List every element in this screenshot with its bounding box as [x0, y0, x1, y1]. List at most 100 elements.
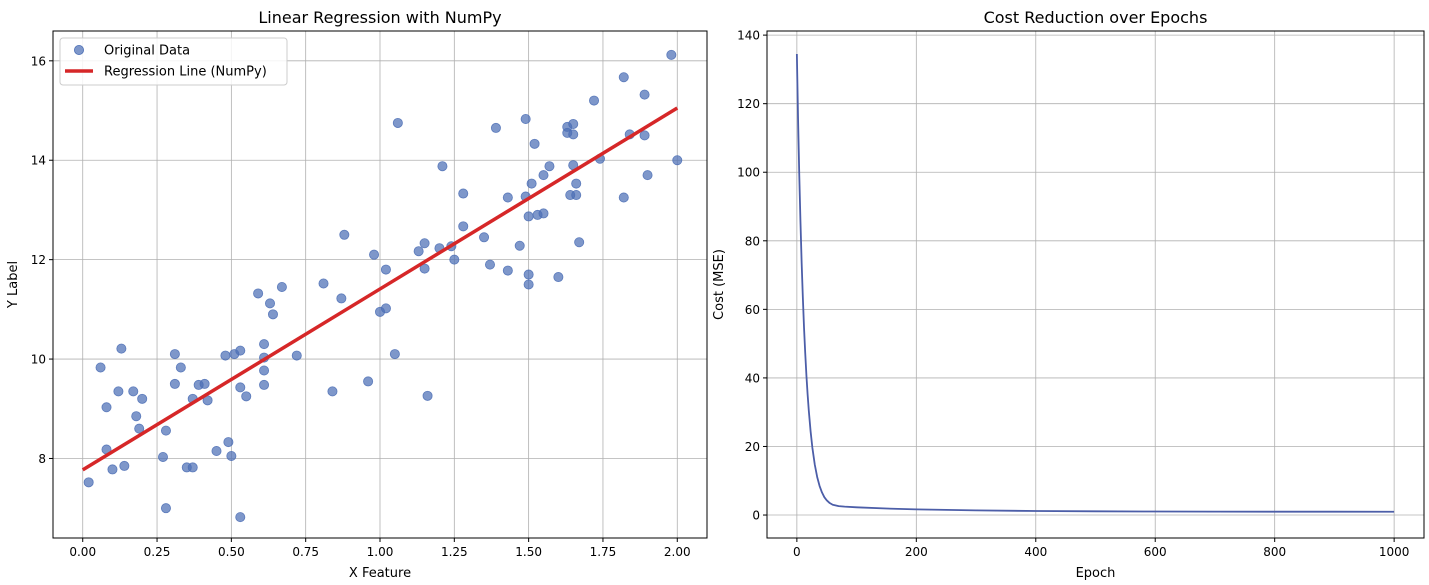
data-point: [449, 254, 460, 265]
data-point: [267, 309, 278, 320]
x-axis-label: Epoch: [1076, 566, 1116, 581]
y-tick-label: 120: [737, 97, 760, 111]
data-point: [538, 208, 549, 219]
data-point: [639, 89, 650, 100]
data-point: [101, 402, 112, 413]
data-point: [318, 278, 329, 289]
x-tick-label: 0.00: [69, 545, 96, 559]
data-point: [639, 130, 650, 141]
data-point: [666, 49, 677, 60]
data-point: [419, 238, 430, 249]
data-point: [169, 378, 180, 389]
y-tick-label: 16: [31, 54, 46, 68]
x-tick-label: 800: [1263, 545, 1286, 559]
x-tick-label: 0: [793, 545, 801, 559]
data-point: [490, 122, 501, 133]
legend-label-original-data: Original Data: [104, 44, 190, 59]
x-tick-label: 2.00: [664, 545, 691, 559]
y-tick-label: 12: [31, 253, 46, 267]
y-axis-label: Y Label: [6, 261, 21, 309]
data-point: [259, 339, 270, 350]
cost-chart: 0 200 400 600 800 1000 0 20 40 60 80 100 120 140 Cost …: [712, 8, 1425, 581]
data-point: [223, 437, 234, 448]
x-tick-label: 1000: [1379, 545, 1410, 559]
regression-chart: 0.00 0.25 0.50 0.75 1.00 1.25 1.50 1.75 2.00 8 10 1…: [6, 8, 708, 581]
data-point: [520, 113, 531, 124]
data-point: [253, 288, 264, 299]
legend-box: [59, 37, 288, 86]
data-point: [259, 365, 270, 376]
data-point: [265, 298, 276, 309]
chart-title: Cost Reduction over Epochs: [984, 8, 1208, 27]
data-point: [568, 129, 579, 140]
data-point: [618, 192, 629, 203]
data-point: [419, 263, 430, 274]
data-point: [137, 393, 148, 404]
data-point: [479, 232, 490, 243]
y-tick-label: 0: [752, 509, 760, 523]
data-point: [380, 264, 391, 275]
x-tick-label: 200: [905, 545, 928, 559]
data-point: [157, 451, 168, 462]
data-point: [574, 237, 585, 248]
data-point: [187, 462, 198, 473]
data-point: [160, 425, 171, 436]
data-point: [327, 386, 338, 397]
x-tick-label: 1.25: [441, 545, 468, 559]
data-point: [119, 460, 130, 471]
data-point: [369, 249, 380, 260]
data-point: [571, 190, 582, 201]
data-point: [113, 386, 124, 397]
y-tick-label: 20: [745, 440, 760, 454]
y-axis-label: Cost (MSE): [712, 249, 727, 320]
data-point: [484, 259, 495, 270]
data-point: [458, 188, 469, 199]
data-point: [134, 423, 145, 434]
data-point: [392, 117, 403, 128]
y-tick-label: 100: [737, 166, 760, 180]
x-axis-label: X Feature: [349, 566, 411, 581]
data-point: [514, 240, 525, 251]
data-point: [523, 269, 534, 280]
plot-frame: [766, 30, 1425, 539]
data-point: [169, 349, 180, 360]
data-point: [523, 279, 534, 290]
data-point: [128, 386, 139, 397]
data-point: [160, 503, 171, 514]
data-point: [529, 138, 540, 149]
x-tick-label: 1.75: [590, 545, 617, 559]
data-point: [363, 376, 374, 387]
x-tick-label: 400: [1024, 545, 1047, 559]
data-point: [226, 450, 237, 461]
data-point: [276, 281, 287, 292]
y-tick-label: 8: [38, 452, 46, 466]
data-point: [526, 178, 537, 189]
chart-title: Linear Regression with NumPy: [258, 8, 501, 27]
data-point: [380, 303, 391, 314]
data-point: [544, 161, 555, 172]
data-point: [618, 72, 629, 83]
data-point: [589, 95, 600, 106]
data-point: [336, 293, 347, 304]
data-point: [437, 161, 448, 172]
x-tick-label: 1.00: [367, 545, 394, 559]
data-point: [235, 382, 246, 393]
x-tick-label: 0.50: [218, 545, 245, 559]
data-point: [672, 155, 683, 166]
data-point: [131, 411, 142, 422]
data-point: [220, 350, 231, 361]
data-point: [175, 362, 186, 373]
cost-line: [795, 53, 1395, 513]
data-point: [568, 118, 579, 129]
data-point: [83, 477, 94, 488]
data-point: [553, 272, 564, 283]
y-tick-label: 80: [745, 234, 760, 248]
data-point: [235, 512, 246, 523]
legend-marker-original-data: [74, 45, 85, 56]
x-tick-label: 0.25: [144, 545, 171, 559]
data-point: [458, 221, 469, 232]
y-tick-label: 60: [745, 303, 760, 317]
data-point: [339, 229, 350, 240]
y-tick-label: 14: [31, 154, 46, 168]
